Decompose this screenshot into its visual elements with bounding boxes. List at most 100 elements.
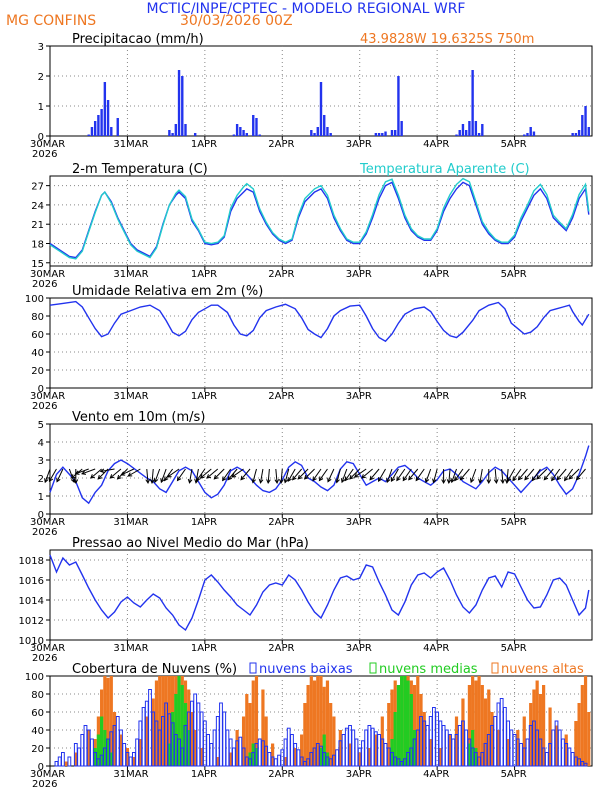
cloud-bar-altas	[312, 680, 317, 766]
wind-arrow	[446, 468, 452, 484]
cloud-bar-altas	[187, 689, 191, 766]
cloud-bar-altas	[483, 698, 488, 766]
precip-bar	[106, 100, 110, 136]
wind-arrow-head	[56, 477, 61, 483]
cloud-bar-baixas	[570, 752, 575, 767]
precip-bar	[390, 130, 394, 136]
wind-arrow-head	[213, 474, 219, 480]
wind-arrow	[283, 468, 290, 484]
wind-arrow-head	[408, 475, 413, 481]
temperature-xtick-label: 1APR	[191, 269, 217, 280]
wind-arrow-shaft	[297, 468, 309, 480]
humidity-year-label: 2026	[32, 401, 57, 412]
cloud-bar-altas	[574, 721, 578, 766]
cloud-bar-altas	[338, 730, 342, 766]
cloud-bar-altas	[506, 739, 510, 766]
cloud-bar-medias	[170, 712, 175, 766]
wind-arrow	[507, 468, 516, 483]
wind-arrow-head	[454, 476, 459, 482]
cloud-bar-altas	[471, 676, 475, 766]
clouds-ytick-label: 0	[38, 762, 44, 773]
cloud-bar-medias	[254, 748, 259, 766]
precip-bar	[103, 82, 107, 136]
precip-bar	[397, 76, 400, 136]
wind-arrow-shaft	[556, 468, 567, 481]
cloud-bar-baixas	[561, 738, 565, 767]
wind-arrow	[176, 468, 186, 482]
cloud-bar-altas	[254, 676, 259, 766]
humidity-ytick-label: 40	[31, 348, 44, 359]
wind-arrow	[287, 468, 296, 483]
cloud-bar-altas	[496, 730, 501, 766]
wind-xtick-label: 30MAR	[30, 517, 65, 528]
wind-arrow-head	[318, 476, 324, 482]
wind-arrow	[369, 468, 380, 481]
wind-arrow-shaft	[56, 468, 64, 482]
cloud-bar-medias	[177, 676, 181, 766]
cloud-bar-altas	[522, 716, 526, 766]
precip-bar	[313, 133, 316, 136]
precip-bar	[532, 131, 536, 136]
wind-arrow	[396, 468, 406, 482]
cloud-bar-altas	[367, 748, 371, 766]
precip-bar	[468, 121, 471, 136]
wind-arrow-shaft	[319, 468, 328, 481]
wind-xtick-label: 4APR	[423, 517, 449, 528]
precip-ytick-label: 1	[38, 102, 44, 113]
cloud-bar-baixas	[238, 736, 243, 767]
wind-arrow-shaft	[327, 468, 335, 482]
precip-bar	[184, 124, 187, 136]
cloud-bar-altas	[145, 716, 149, 766]
cloud-bar-medias	[325, 752, 330, 766]
wind-arrow-shaft	[240, 468, 251, 481]
wind-arrow	[349, 468, 361, 480]
wind-arrow	[127, 468, 141, 477]
wind-arrow-head	[524, 475, 529, 481]
cloud-bar-altas	[235, 730, 239, 766]
precip-ytick-label: 2	[38, 72, 44, 83]
precip-bar	[252, 115, 255, 136]
temperature-title: 2-m Temperatura (C)	[72, 162, 208, 177]
wind-arrow	[279, 468, 284, 484]
wind-arrow	[335, 468, 341, 484]
cloud-bar-altas	[245, 694, 249, 766]
wind-arrow-head	[99, 468, 105, 474]
cloud-bar-altas	[325, 680, 330, 766]
precip-bar	[90, 127, 94, 136]
wind-arrow-head	[109, 474, 115, 479]
wind-arrow-shaft	[177, 468, 186, 481]
precip-bar	[116, 118, 119, 136]
wind-arrow-head	[486, 479, 492, 485]
wind-arrow-head	[390, 477, 396, 483]
panel-clouds: 30MAR 31MAR 1APR 2APR 3APR 4APR 5APR 2026 0 20 40 6…	[25, 662, 593, 790]
wind-arrow	[74, 468, 89, 475]
wind-arrow-head	[70, 474, 76, 479]
cloud-bar-baixas	[290, 734, 294, 767]
humidity-title: Umidade Relativa em 2m (%)	[72, 284, 263, 299]
wind-arrow	[56, 468, 64, 483]
wind-arrow-head	[564, 476, 569, 482]
panel-precip: 30MAR 31MAR 1APR 2APR 3APR 4APR 5APR 2026 0 1 2 3 Pr…	[30, 32, 593, 160]
temperature-xtick-label: 30MAR	[30, 269, 65, 280]
cloud-bar-altas	[416, 676, 420, 766]
cloud-bar-baixas	[57, 756, 62, 767]
humidity-ytick-label: 100	[25, 294, 44, 305]
wind-arrow	[318, 468, 328, 482]
cloud-bar-medias	[174, 694, 178, 766]
precip-bar	[461, 124, 465, 136]
wind-arrow-head	[478, 478, 483, 484]
wind-arrow-head	[97, 474, 103, 480]
precip-bar	[97, 115, 100, 136]
precip-bar	[232, 134, 236, 136]
cloud-bar-medias	[167, 743, 171, 766]
cloud-bar-baixas	[370, 727, 375, 767]
wind-arrow	[303, 468, 315, 480]
wind-arrow	[258, 468, 264, 484]
cloud-bar-altas	[564, 734, 568, 766]
cloud-bar-altas	[154, 680, 159, 766]
wind-arrow	[99, 468, 115, 474]
cloud-bar-altas	[467, 685, 472, 766]
wind-arrow-head	[187, 478, 193, 484]
cloud-bar-medias	[93, 748, 97, 766]
pressure-xtick-label: 31MAR	[113, 643, 148, 654]
